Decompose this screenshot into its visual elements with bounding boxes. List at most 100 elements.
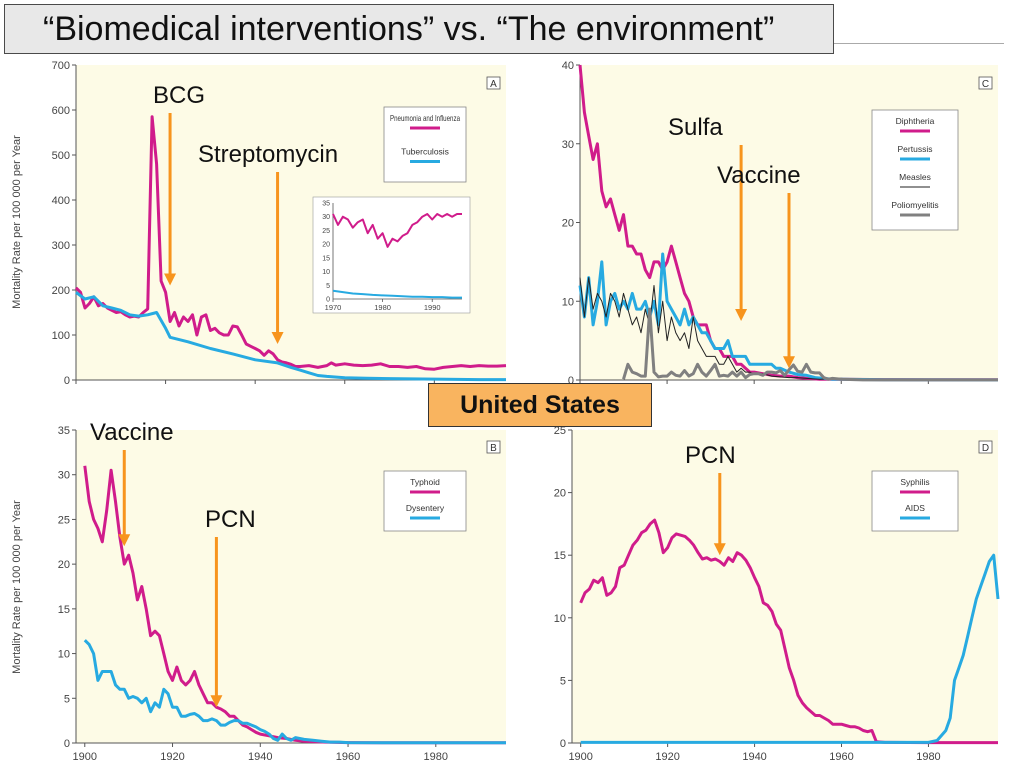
inset-series-line-pneumonia-and-influenza (332, 213, 462, 248)
annotation-arrowhead-vaccine (118, 534, 131, 547)
y-tick-label-d: 0 (560, 738, 566, 750)
annotation-label-vaccine: Vaccine (90, 419, 174, 446)
annotation-arrowhead-streptomycin (271, 332, 284, 344)
inset-y-tick-label: 35 (322, 201, 330, 208)
inset-y-tick-label: 30 (322, 214, 330, 221)
panel-label-box-b (486, 440, 501, 454)
y-axis-title-b: Mortality Rate per 100 000 per Year (11, 500, 23, 674)
legend-label-d-aids: AIDS (905, 503, 925, 513)
country-label: United States (428, 383, 652, 427)
legend-label-a-pneumonia-and-influenza: Pneumonia and Influenza (390, 113, 460, 123)
y-tick-label-c: 0 (568, 375, 574, 387)
y-tick-label-c: 10 (562, 296, 574, 308)
panel-label-c: C (982, 79, 989, 90)
legend-label-d-syphilis: Syphilis (900, 477, 929, 487)
series-line-d-aids (580, 553, 1000, 744)
legend-label-c-diphtheria: Diphtheria (896, 116, 935, 126)
panel-label-box-a (486, 76, 501, 90)
annotation-arrowhead-bcg (164, 273, 177, 286)
annotation-label-pcn: PCN (205, 506, 256, 533)
legend-a (383, 106, 467, 183)
legend-label-c-poliomyelitis: Poliomyelitis (891, 200, 938, 210)
inset-y-tick-label: 25 (322, 228, 330, 235)
y-tick-label-b: 10 (58, 649, 70, 661)
series-line-c-diphtheria (578, 64, 998, 382)
y-tick-label-b: 5 (64, 693, 70, 705)
x-tick-label-d: 1980 (916, 751, 940, 763)
annotation-arrowhead-pcn (713, 543, 726, 556)
slide-title: “Biomedical interventions” vs. “The envi… (4, 4, 834, 54)
y-tick-label-a: 400 (52, 195, 70, 207)
chart-panel-b: 0 5 10 15 20 25 30 35 1900 1920 1940 1960 1980 Mortal… (11, 419, 506, 763)
y-tick-label-a: 500 (52, 150, 70, 162)
panel-label-a: A (490, 79, 497, 90)
y-tick-label-d: 10 (554, 613, 566, 625)
y-tick-label-a: 200 (52, 285, 70, 297)
legend-label-c-measles: Measles (899, 172, 931, 182)
legend-c (871, 109, 959, 231)
inset-series-line-tuberculosis (332, 289, 462, 299)
series-line-a-pneumonia-and-influenza (74, 115, 507, 371)
inset-y-tick-label: 5 (326, 283, 330, 290)
legend-label-b-dysentery: Dysentery (406, 503, 445, 513)
legend-label-c-pertussis: Pertussis (898, 144, 933, 154)
y-tick-label-d: 15 (554, 550, 566, 562)
x-tick-label-b: 1960 (336, 751, 360, 763)
annotation-label-sulfa: Sulfa (668, 114, 723, 141)
series-line-c-pertussis (578, 252, 999, 382)
series-line-d-syphilis (579, 518, 998, 745)
inset-y-tick-label: 20 (322, 242, 330, 249)
annotation-label-streptomycin: Streptomycin (198, 141, 338, 168)
y-tick-label-b: 30 (58, 470, 70, 482)
legend-label-b-typhoid: Typhoid (410, 477, 440, 487)
annotation-arrowhead-sulfa (735, 308, 748, 321)
chart-panel-c: 0 10 20 30 40 C Diphtheria Pertussis Measles Poli… (562, 60, 999, 387)
annotation-label-vaccine: Vaccine (717, 162, 801, 189)
y-tick-label-a: 600 (52, 105, 70, 117)
annotation-label-bcg: BCG (153, 82, 205, 109)
y-tick-label-b: 25 (58, 514, 70, 526)
y-tick-label-d: 25 (554, 425, 566, 437)
y-tick-label-c: 40 (562, 60, 574, 72)
x-tick-label-d: 1900 (568, 751, 592, 763)
y-tick-label-a: 300 (52, 240, 70, 252)
panel-label-box-d (978, 440, 993, 454)
y-tick-label-d: 5 (560, 675, 566, 687)
x-tick-label-d: 1920 (655, 751, 679, 763)
y-tick-label-c: 20 (562, 218, 574, 230)
x-tick-label-d: 1960 (829, 751, 853, 763)
y-tick-label-b: 0 (64, 738, 70, 750)
series-line-c-measles (579, 277, 998, 381)
x-tick-label-d: 1940 (742, 751, 766, 763)
legend-b (383, 470, 467, 532)
inset-x-tick-label: 1970 (325, 303, 342, 312)
series-line-a-tuberculosis (75, 291, 506, 382)
x-tick-label-b: 1920 (160, 751, 184, 763)
series-line-b-dysentery (83, 639, 506, 745)
legend-d (871, 470, 959, 532)
inset-x-tick-label: 1990 (424, 303, 441, 312)
annotation-label-pcn: PCN (685, 442, 736, 469)
series-line-b-typhoid (83, 465, 506, 745)
y-tick-label-b: 20 (58, 559, 70, 571)
chart-panel-d: 0 5 10 15 20 25 1900 1920 1940 1960 1980 D Syphilis A… (554, 425, 1000, 763)
annotation-arrowhead-vaccine (783, 356, 795, 369)
y-tick-label-c: 30 (562, 139, 574, 151)
legend-label-a-tuberculosis: Tuberculosis (401, 147, 449, 157)
y-tick-label-b: 15 (58, 604, 70, 616)
y-tick-label-b: 35 (58, 425, 70, 437)
title-divider (834, 43, 1004, 44)
inset-y-tick-label: 10 (322, 269, 330, 276)
inset-y-tick-label: 15 (322, 255, 330, 262)
y-tick-label-a: 0 (64, 375, 70, 387)
y-tick-label-d: 20 (554, 488, 566, 500)
x-tick-label-b: 1900 (73, 751, 97, 763)
y-tick-label-a: 100 (52, 330, 70, 342)
series-line-c-poliomyelitis (622, 307, 998, 382)
x-tick-label-b: 1980 (424, 751, 448, 763)
y-tick-label-a: 700 (52, 60, 70, 72)
panel-label-box-c (978, 76, 993, 90)
annotation-arrowhead-pcn (210, 695, 223, 708)
